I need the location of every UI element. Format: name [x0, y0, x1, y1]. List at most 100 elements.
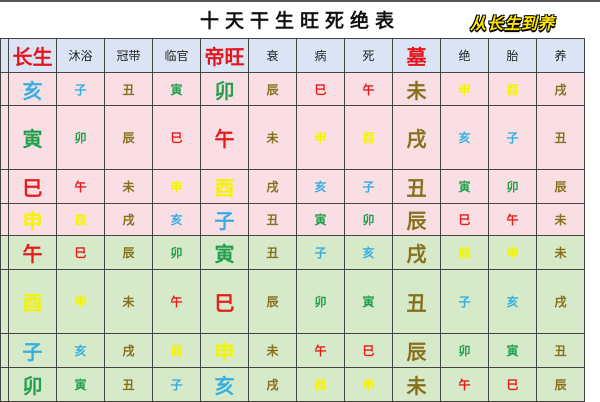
branch-cell: 丑 [248, 235, 297, 270]
branch-cell: 巳 [440, 203, 489, 236]
branch-cell: 巳 [56, 235, 105, 270]
column-header: 养 [536, 38, 585, 73]
branch-cell: 戌 [104, 333, 153, 368]
header-row: 长生 沐浴 冠带 临官 帝旺衰病死墓绝胎养 [0, 38, 585, 73]
branch-cell: 巳 [152, 105, 201, 170]
table-row: 酉申未午巳辰卯寅丑子亥戌 [0, 269, 585, 334]
branch-cell: 亥 [488, 269, 537, 334]
column-header: 胎 [488, 38, 537, 73]
branch-cell: 寅 [56, 367, 105, 402]
branch-cell: 午 [488, 203, 537, 236]
branch-cell: 申 [56, 269, 105, 334]
branch-cell: 子 [8, 333, 57, 368]
branch-cell: 亥 [56, 333, 105, 368]
branch-cell: 丑 [392, 169, 441, 204]
branch-cell: 戌 [104, 203, 153, 236]
branch-cell: 丑 [536, 333, 585, 368]
table-row: 亥子丑寅卯辰巳午未申酉戌 [0, 72, 585, 106]
row-label-cell [0, 269, 9, 334]
branch-cell: 子 [440, 269, 489, 334]
column-header: 长生 [8, 38, 57, 73]
row-label-cell [0, 72, 9, 106]
branch-cell: 子 [56, 72, 105, 106]
table-row: 寅卯辰巳午未申酉戌亥子丑 [0, 105, 585, 170]
branch-cell: 未 [104, 269, 153, 334]
branch-cell: 卯 [56, 105, 105, 170]
branch-cell: 亥 [8, 72, 57, 106]
branch-cell: 丑 [248, 203, 297, 236]
branch-cell: 卯 [152, 235, 201, 270]
branch-cell: 酉 [56, 203, 105, 236]
column-header: 沐浴 [56, 38, 105, 73]
branch-cell: 寅 [152, 72, 201, 106]
branch-cell: 巳 [200, 269, 249, 334]
branch-cell: 亥 [440, 105, 489, 170]
branch-cell: 酉 [296, 367, 345, 402]
branch-cell: 戌 [536, 269, 585, 334]
branch-cell: 酉 [200, 169, 249, 204]
branch-cell: 申 [296, 105, 345, 170]
branch-cell: 未 [536, 203, 585, 236]
branch-cell: 寅 [296, 203, 345, 236]
branch-cell: 辰 [248, 269, 297, 334]
branch-cell: 午 [344, 72, 393, 106]
branch-cell: 寅 [8, 105, 57, 170]
branch-cell: 子 [200, 203, 249, 236]
column-header: 衰 [248, 38, 297, 73]
branch-cell: 申 [488, 235, 537, 270]
branch-cell: 亥 [344, 235, 393, 270]
branch-cell: 卯 [488, 169, 537, 204]
column-header: 死 [344, 38, 393, 73]
table-row: 子亥戌酉申未午巳辰卯寅丑 [0, 333, 585, 368]
branch-cell: 午 [200, 105, 249, 170]
table-row: 卯寅丑子亥戌酉申未午巳辰 [0, 367, 585, 402]
branch-cell: 辰 [104, 105, 153, 170]
branch-cell: 巳 [344, 333, 393, 368]
branch-cell: 辰 [392, 203, 441, 236]
branch-cell: 亥 [152, 203, 201, 236]
branch-cell: 子 [296, 235, 345, 270]
branch-cell: 卯 [8, 367, 57, 402]
branch-cell: 申 [344, 367, 393, 402]
branch-cell: 寅 [488, 333, 537, 368]
column-header: 病 [296, 38, 345, 73]
branch-cell: 巳 [488, 367, 537, 402]
branch-cell: 酉 [8, 269, 57, 334]
branch-cell: 卯 [200, 72, 249, 106]
branch-cell: 申 [152, 169, 201, 204]
branch-cell: 午 [56, 169, 105, 204]
branch-cell: 未 [536, 235, 585, 270]
table-row: 巳午未申酉戌亥子丑寅卯辰 [0, 169, 585, 204]
branch-cell: 申 [440, 72, 489, 106]
branch-cell: 酉 [152, 333, 201, 368]
branch-cell: 子 [152, 367, 201, 402]
column-header: 临官 [152, 38, 201, 73]
branch-cell: 寅 [440, 169, 489, 204]
video-caption: 从长生到养 [470, 14, 556, 33]
branch-cell: 巳 [296, 72, 345, 106]
branch-cell: 午 [440, 367, 489, 402]
branch-cell: 辰 [248, 72, 297, 106]
branch-cell: 丑 [536, 105, 585, 170]
table-row: 午巳辰卯寅丑子亥戌酉申未 [0, 235, 585, 270]
branch-cell: 申 [200, 333, 249, 368]
branch-cell: 未 [248, 333, 297, 368]
stages-table: 长生 沐浴 冠带 临官 帝旺衰病死墓绝胎养 亥子丑寅卯辰巳午未申酉戌寅卯辰巳午未申酉戌亥… [0, 38, 585, 402]
branch-cell: 卯 [440, 333, 489, 368]
branch-cell: 申 [8, 203, 57, 236]
branch-cell: 未 [392, 72, 441, 106]
row-label-header [0, 38, 9, 73]
branch-cell: 辰 [392, 333, 441, 368]
branch-cell: 酉 [488, 72, 537, 106]
top-border [0, 0, 600, 2]
branch-cell: 辰 [104, 235, 153, 270]
branch-cell: 戌 [392, 235, 441, 270]
column-header: 墓 [392, 38, 441, 73]
branch-cell: 午 [8, 235, 57, 270]
branch-cell: 辰 [536, 367, 585, 402]
branch-cell: 未 [104, 169, 153, 204]
branch-cell: 巳 [8, 169, 57, 204]
column-header: 绝 [440, 38, 489, 73]
branch-cell: 子 [344, 169, 393, 204]
branch-cell: 戌 [392, 105, 441, 170]
